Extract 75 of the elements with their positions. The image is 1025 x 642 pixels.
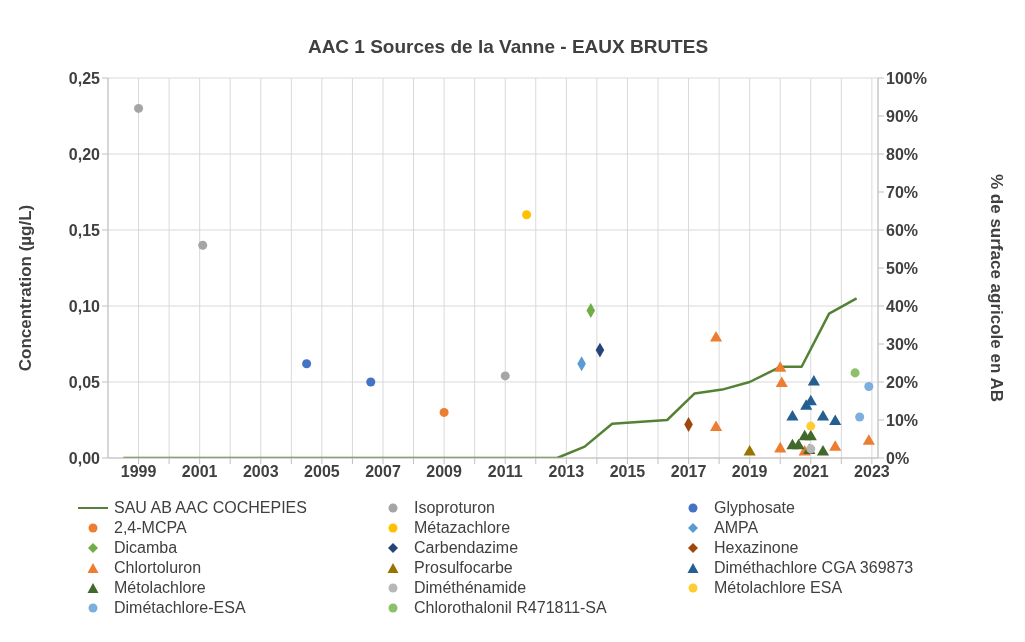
- y-tick-label: 0,25: [68, 69, 101, 87]
- y2-tick-label: 100%: [886, 69, 927, 87]
- legend-label: Diméthachlore CGA 369873: [714, 558, 914, 578]
- y2-tick-label: 60%: [886, 221, 919, 239]
- x-tick-label: 2007: [365, 463, 401, 481]
- point: [134, 103, 144, 113]
- y-axis-title: Concentration (µg/L): [16, 204, 36, 372]
- legend-label: Métolachlore: [114, 578, 206, 598]
- y-tick-label: 0,20: [68, 145, 101, 163]
- point: [829, 414, 842, 426]
- legend-label: Métazachlore: [414, 518, 511, 538]
- x-tick-label: 2019: [731, 463, 768, 481]
- point: [816, 409, 830, 421]
- x-tick-label: 2021: [792, 463, 829, 481]
- point: [816, 444, 830, 456]
- point: [709, 330, 723, 342]
- point: [439, 407, 449, 417]
- point: [807, 374, 820, 386]
- point: [500, 371, 510, 381]
- legend-label: Dicamba: [114, 538, 178, 558]
- y2-tick-label: 10%: [886, 411, 919, 429]
- point: [862, 434, 875, 445]
- point: [786, 409, 799, 421]
- x-tick-label: 2015: [609, 463, 646, 481]
- point: [804, 429, 817, 441]
- x-tick-label: 2003: [242, 463, 279, 481]
- point: [855, 412, 865, 422]
- legend-label: Prosulfocarbe: [414, 558, 513, 578]
- legend-label: Chlorothalonil R471811-SA: [414, 598, 607, 618]
- y2-axis-title: % de surface agricole en AB: [986, 173, 1006, 403]
- legend-label: SAU AB AAC COCHEPIES: [114, 498, 307, 518]
- point: [774, 441, 787, 453]
- point: [366, 377, 376, 387]
- x-tick-label: 2017: [670, 463, 707, 481]
- point: [829, 440, 842, 451]
- point: [743, 444, 756, 456]
- legend-label: Glyphosate: [714, 498, 795, 518]
- legend-label: Isoproturon: [414, 498, 495, 518]
- x-tick-label: 2001: [181, 463, 218, 481]
- point: [198, 240, 208, 250]
- legend-label: Chlortoluron: [114, 558, 202, 578]
- legend-label: Hexazinone: [714, 538, 799, 558]
- point: [774, 361, 787, 372]
- x-tick-label: 2023: [854, 463, 890, 481]
- y2-tick-label: 70%: [886, 183, 919, 201]
- y-tick-label: 0,15: [68, 221, 101, 239]
- chart-title: AAC 1 Sources de la Vanne - EAUX BRUTES: [306, 36, 710, 58]
- x-tick-label: 1999: [120, 463, 157, 481]
- legend-label: Dimétachlore-ESA: [114, 598, 246, 618]
- y2-tick-label: 90%: [886, 107, 919, 125]
- y-tick-label: 0,00: [68, 449, 101, 467]
- point: [709, 420, 723, 432]
- x-tick-label: 2011: [487, 463, 523, 481]
- x-tick-label: 2009: [426, 463, 463, 481]
- legend-label: Métolachlore ESA: [714, 578, 843, 598]
- point: [302, 359, 312, 369]
- legend-label: AMPA: [714, 518, 759, 538]
- legend-label: Diméthénamide: [414, 578, 527, 598]
- legend-label: Carbendazime: [414, 538, 519, 558]
- point: [806, 421, 816, 431]
- y2-tick-label: 30%: [886, 335, 919, 353]
- x-tick-label: 2013: [548, 463, 585, 481]
- point: [850, 368, 860, 378]
- legend-label: 2,4-MCPA: [114, 518, 187, 538]
- point: [792, 438, 805, 450]
- y-tick-label: 0,05: [68, 373, 101, 391]
- point: [775, 376, 788, 388]
- y2-tick-label: 40%: [886, 297, 919, 315]
- y-tick-label: 0,10: [68, 297, 101, 315]
- x-tick-label: 2005: [304, 463, 340, 481]
- y2-tick-label: 20%: [886, 373, 919, 391]
- y2-tick-label: 50%: [886, 259, 919, 277]
- point: [864, 382, 874, 392]
- y2-tick-label: 80%: [886, 145, 919, 163]
- point: [522, 210, 532, 220]
